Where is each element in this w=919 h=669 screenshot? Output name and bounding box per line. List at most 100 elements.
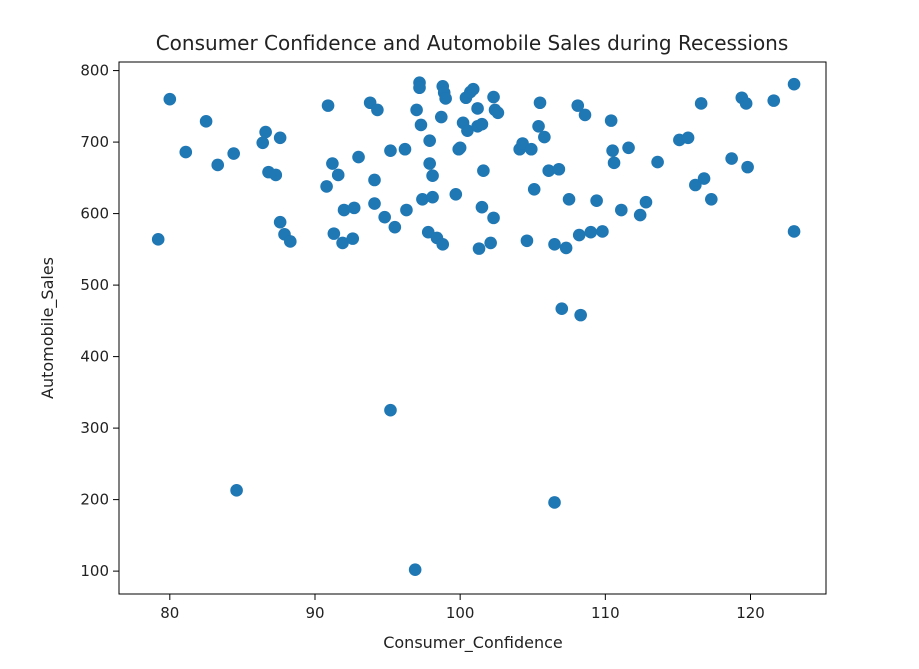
y-tick-label: 200 (80, 491, 109, 509)
data-point (532, 120, 545, 133)
data-point (337, 203, 351, 217)
y-tick-label: 400 (80, 348, 109, 366)
data-point (615, 203, 628, 217)
y-tick-label: 500 (80, 276, 109, 294)
data-point (694, 97, 708, 110)
data-point (336, 236, 349, 250)
data-point (767, 94, 781, 107)
data-point (475, 117, 489, 131)
data-point (705, 192, 718, 206)
data-point (590, 194, 603, 208)
x-axis-label: Consumer_Confidence (383, 633, 563, 653)
plot-area (118, 61, 827, 595)
data-point (527, 182, 541, 196)
data-point (436, 238, 450, 251)
x-axis: 80 90 100 110 120 (160, 594, 765, 622)
data-point (347, 201, 361, 215)
data-point (321, 99, 335, 112)
data-point (548, 238, 561, 251)
data-point (639, 195, 653, 209)
data-point (559, 241, 573, 255)
data-point (388, 220, 402, 234)
data-point (163, 92, 177, 106)
x-tick-label: 110 (591, 604, 620, 622)
data-point (787, 225, 801, 238)
data-point (552, 162, 566, 176)
data-point (423, 157, 436, 170)
data-point (572, 228, 586, 242)
data-point (426, 190, 439, 204)
data-point (471, 102, 484, 115)
data-point (520, 234, 534, 248)
data-point (256, 136, 270, 150)
data-point (697, 172, 711, 185)
y-tick-label: 300 (80, 419, 109, 437)
data-point (413, 81, 426, 95)
x-tick-label: 120 (736, 604, 765, 622)
data-point (542, 164, 556, 177)
y-tick-label: 700 (80, 133, 109, 151)
data-point (524, 142, 538, 156)
data-point (475, 200, 489, 214)
y-axis-label: Automobile_Sales (38, 257, 58, 399)
data-point (538, 130, 551, 144)
data-point (423, 134, 436, 147)
data-point (408, 563, 422, 576)
data-point (230, 484, 243, 497)
data-point (604, 114, 618, 127)
x-tick-label: 100 (446, 604, 475, 622)
y-tick-label: 100 (80, 562, 109, 580)
data-points (151, 76, 801, 576)
data-point (596, 225, 609, 238)
data-point (484, 236, 497, 250)
x-tick-label: 80 (160, 604, 179, 622)
data-point (273, 215, 287, 229)
data-point (681, 131, 695, 145)
data-point (606, 144, 619, 157)
data-point (151, 233, 165, 246)
x-tick-label: 90 (305, 604, 324, 622)
data-point (400, 203, 413, 217)
data-point (269, 168, 283, 182)
data-point (284, 235, 297, 248)
y-axis: 100 200 300 400 500 600 700 800 (80, 62, 119, 580)
data-point (533, 96, 547, 110)
data-point (368, 197, 381, 210)
data-point (571, 99, 585, 112)
data-point (548, 496, 561, 509)
data-point (327, 227, 341, 240)
data-point (555, 302, 569, 315)
chart-title: Consumer Confidence and Automobile Sales… (156, 31, 789, 55)
data-point (461, 124, 474, 137)
y-tick-label: 800 (80, 62, 109, 80)
data-point (584, 225, 598, 239)
data-point (466, 82, 480, 96)
data-point (449, 187, 463, 201)
data-point (346, 232, 360, 245)
data-point (633, 208, 647, 222)
data-point (199, 115, 213, 128)
data-point (453, 141, 467, 155)
data-point (368, 173, 381, 187)
data-point (651, 155, 664, 169)
data-point (787, 77, 801, 91)
data-point (562, 192, 576, 206)
data-point (472, 242, 486, 255)
data-point (739, 97, 753, 110)
data-point (491, 106, 505, 120)
data-point (398, 142, 412, 156)
data-point (259, 125, 272, 139)
data-point (179, 145, 193, 159)
data-point (227, 147, 240, 160)
data-point (416, 192, 429, 206)
data-point (211, 158, 225, 172)
data-point (578, 108, 592, 122)
data-point (384, 144, 397, 157)
data-point (607, 156, 621, 170)
data-point (331, 168, 345, 182)
data-point (352, 150, 365, 164)
data-point (410, 103, 423, 117)
data-point (378, 210, 391, 224)
data-point (273, 131, 287, 145)
y-tick-label: 600 (80, 205, 109, 223)
